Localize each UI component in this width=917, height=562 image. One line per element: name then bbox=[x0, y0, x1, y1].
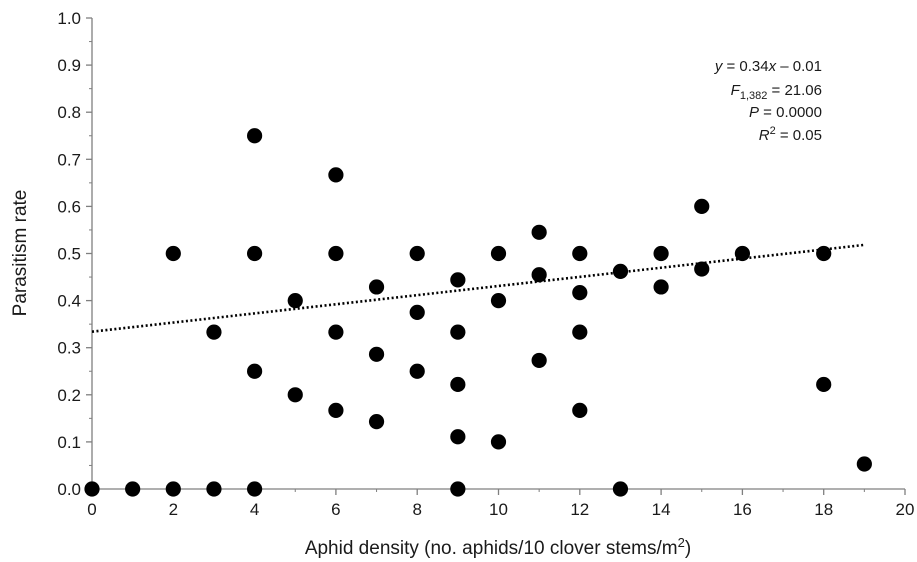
y-tick-label: 0.9 bbox=[57, 56, 81, 75]
p-label: P bbox=[749, 104, 759, 121]
p-value-text: = 0.0000 bbox=[759, 104, 822, 121]
y-ticks: 0.0 0.1 0.2 0.3 0.4 0.5 0.6 0.7 0.8 0.9 1.0 bbox=[57, 9, 92, 499]
f-statistic: F1,382 = 21.06 bbox=[731, 82, 822, 102]
data-points bbox=[84, 128, 872, 497]
data-point bbox=[328, 167, 344, 183]
y-tick-label: 1.0 bbox=[57, 9, 81, 28]
y-tick-label: 0.7 bbox=[57, 150, 81, 169]
eq-end: – 0.01 bbox=[776, 58, 822, 75]
eq-y: y bbox=[714, 58, 724, 75]
data-point bbox=[287, 387, 303, 403]
r-squared: R2 = 0.05 bbox=[759, 125, 822, 144]
y-axis-title: Parasitism rate bbox=[10, 190, 31, 317]
data-point bbox=[450, 324, 466, 340]
r-sup: 2 bbox=[770, 125, 776, 137]
regression-stats: y = 0.34x – 0.01 F1,382 = 21.06 P = 0.00… bbox=[714, 58, 822, 144]
data-point bbox=[572, 284, 588, 301]
x-tick-label: 8 bbox=[412, 500, 421, 519]
data-point bbox=[531, 352, 547, 369]
data-point bbox=[247, 363, 263, 379]
x-tick-label: 12 bbox=[570, 500, 589, 519]
data-point bbox=[612, 481, 629, 497]
data-point bbox=[328, 402, 344, 418]
eq-mid: = 0.34 bbox=[722, 58, 768, 75]
x-tick-label: 0 bbox=[87, 500, 96, 519]
x-axis-title-sup: 2 bbox=[678, 535, 685, 550]
data-point bbox=[653, 245, 669, 262]
r-value: = 0.05 bbox=[776, 127, 822, 144]
data-point bbox=[247, 245, 263, 262]
f-value: = 21.06 bbox=[767, 82, 822, 99]
data-point bbox=[409, 245, 425, 262]
data-point bbox=[531, 267, 547, 283]
data-point bbox=[572, 245, 588, 262]
data-point bbox=[490, 293, 507, 309]
data-point bbox=[206, 481, 222, 497]
data-point bbox=[206, 324, 222, 340]
y-tick-label: 0.4 bbox=[57, 292, 81, 311]
data-point bbox=[694, 261, 710, 277]
data-point bbox=[368, 279, 385, 295]
eq-x: x bbox=[768, 58, 777, 75]
x-tick-label: 20 bbox=[896, 500, 915, 519]
p-value: P = 0.0000 bbox=[749, 104, 822, 121]
data-point bbox=[572, 324, 588, 340]
x-tick-label: 4 bbox=[250, 500, 259, 519]
data-point bbox=[490, 245, 507, 262]
data-point bbox=[612, 263, 629, 279]
data-point bbox=[816, 376, 832, 393]
y-tick-label: 0.3 bbox=[57, 339, 81, 358]
x-tick-label: 14 bbox=[652, 500, 671, 519]
y-tick-label: 0.8 bbox=[57, 103, 81, 122]
y-tick-label: 0.2 bbox=[57, 386, 81, 405]
data-point bbox=[856, 456, 872, 472]
trendline bbox=[91, 243, 865, 333]
f-label: F bbox=[731, 82, 741, 99]
data-point bbox=[450, 272, 466, 288]
data-point bbox=[287, 293, 303, 309]
x-axis-title-main: Aphid density (no. aphids/10 clover stem… bbox=[305, 538, 678, 559]
x-axis-title: Aphid density (no. aphids/10 clover stem… bbox=[305, 535, 691, 559]
y-tick-label: 0.0 bbox=[57, 480, 81, 499]
data-point bbox=[653, 279, 669, 295]
data-point bbox=[572, 402, 588, 418]
data-point bbox=[450, 481, 466, 497]
data-point bbox=[490, 434, 507, 450]
data-point bbox=[368, 414, 385, 430]
y-tick-label: 0.1 bbox=[57, 433, 81, 452]
f-sub: 1,382 bbox=[740, 90, 768, 102]
regression-equation: y = 0.34x – 0.01 bbox=[714, 58, 822, 75]
x-tick-label: 6 bbox=[331, 500, 340, 519]
r-label: R bbox=[759, 127, 770, 144]
data-point bbox=[450, 429, 466, 445]
data-point bbox=[694, 198, 710, 214]
data-point bbox=[409, 363, 425, 379]
data-point bbox=[368, 346, 385, 362]
x-axis-title-end: ) bbox=[685, 538, 691, 559]
data-point bbox=[125, 481, 141, 497]
y-tick-label: 0.5 bbox=[57, 245, 81, 264]
data-point bbox=[531, 224, 547, 240]
x-tick-label: 18 bbox=[814, 500, 833, 519]
y-tick-label: 0.6 bbox=[57, 197, 81, 216]
data-point bbox=[84, 481, 100, 497]
x-tick-label: 10 bbox=[489, 500, 508, 519]
x-ticks: 0 2 4 6 8 10 12 14 16 18 20 bbox=[87, 489, 914, 519]
data-point bbox=[328, 324, 344, 340]
data-point bbox=[734, 245, 751, 262]
data-point bbox=[247, 481, 263, 497]
data-point bbox=[165, 245, 181, 262]
x-tick-label: 2 bbox=[169, 500, 178, 519]
data-point bbox=[450, 376, 466, 393]
data-point bbox=[409, 304, 425, 320]
data-point bbox=[247, 128, 263, 144]
x-tick-label: 16 bbox=[733, 500, 752, 519]
data-point bbox=[328, 245, 344, 262]
data-point bbox=[165, 481, 181, 497]
data-point bbox=[816, 245, 832, 262]
